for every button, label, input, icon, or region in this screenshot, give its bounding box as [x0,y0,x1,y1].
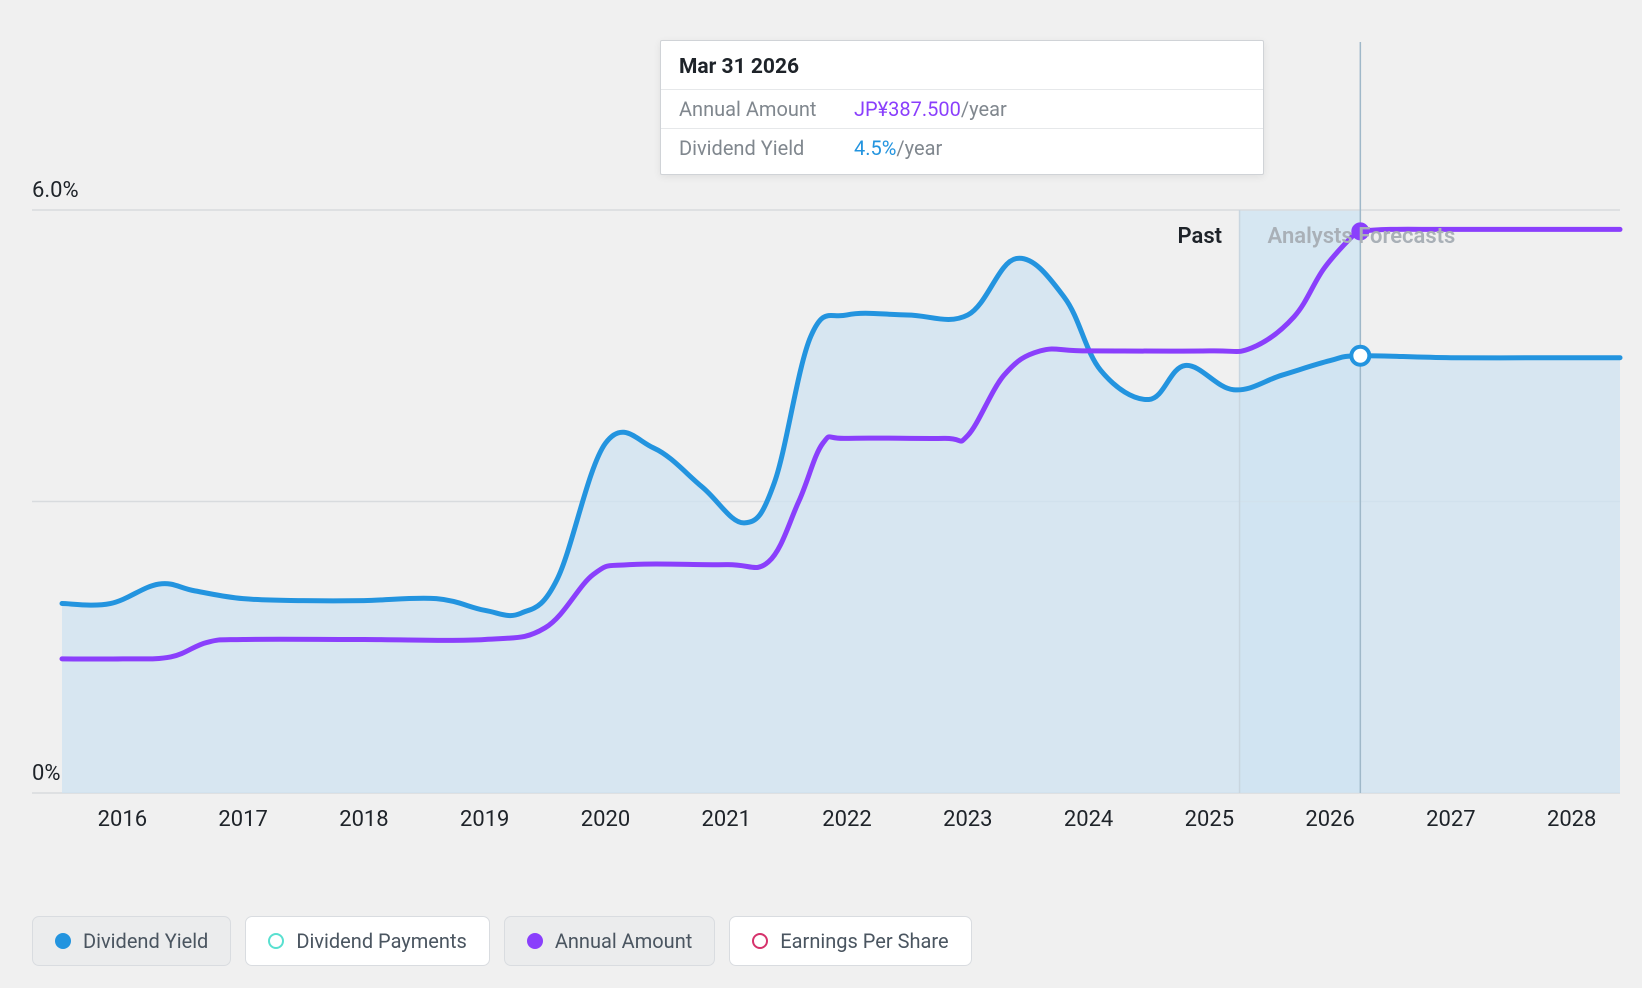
legend-ring-icon [752,933,768,949]
chart-legend: Dividend Yield Dividend Payments Annual Am… [32,916,972,966]
x-tick-label: 2017 [218,807,267,832]
legend-ring-icon [268,933,284,949]
legend-item-label: Dividend Yield [83,929,208,953]
past-label: Past [1178,224,1223,249]
legend-item-label: Earnings Per Share [780,929,948,953]
legend-item-dividend-payments[interactable]: Dividend Payments [245,916,489,966]
x-tick-label: 2024 [1064,807,1113,832]
x-tick-label: 2018 [339,807,388,832]
y-tick-label: 0% [32,761,60,786]
x-tick-label: 2019 [460,807,509,832]
x-tick-label: 2028 [1547,807,1596,832]
tooltip-row-label: Annual Amount [679,97,854,121]
tooltip-row: Annual AmountJP¥387.500/year [661,90,1263,129]
tooltip-row-value: 4.5% [854,136,896,160]
tooltip-row-unit: /year [961,97,1007,121]
legend-item-annual-amount[interactable]: Annual Amount [504,916,715,966]
tooltip-row-unit: /year [896,136,942,160]
x-tick-label: 2016 [98,807,147,832]
chart-tooltip: Mar 31 2026 Annual AmountJP¥387.500/year… [660,40,1264,175]
x-tick-label: 2021 [702,807,751,832]
tooltip-row: Dividend Yield4.5%/year [661,129,1263,174]
tooltip-row-value: JP¥387.500 [854,97,961,121]
y-tick-label: 6.0% [32,178,79,203]
tooltip-title: Mar 31 2026 [661,41,1263,90]
x-tick-label: 2027 [1426,807,1475,832]
legend-item-dividend-yield[interactable]: Dividend Yield [32,916,231,966]
x-tick-label: 2022 [822,807,871,832]
legend-item-earnings-per-share[interactable]: Earnings Per Share [729,916,971,966]
legend-item-label: Dividend Payments [296,929,466,953]
x-tick-label: 2020 [581,807,630,832]
x-tick-label: 2025 [1185,807,1234,832]
legend-item-label: Annual Amount [555,929,692,953]
legend-dot-icon [55,933,71,949]
legend-dot-icon [527,933,543,949]
forecast-label: Analysts Forecasts [1268,224,1456,249]
x-tick-label: 2023 [943,807,992,832]
tooltip-row-label: Dividend Yield [679,136,854,160]
x-tick-label: 2026 [1305,807,1354,832]
